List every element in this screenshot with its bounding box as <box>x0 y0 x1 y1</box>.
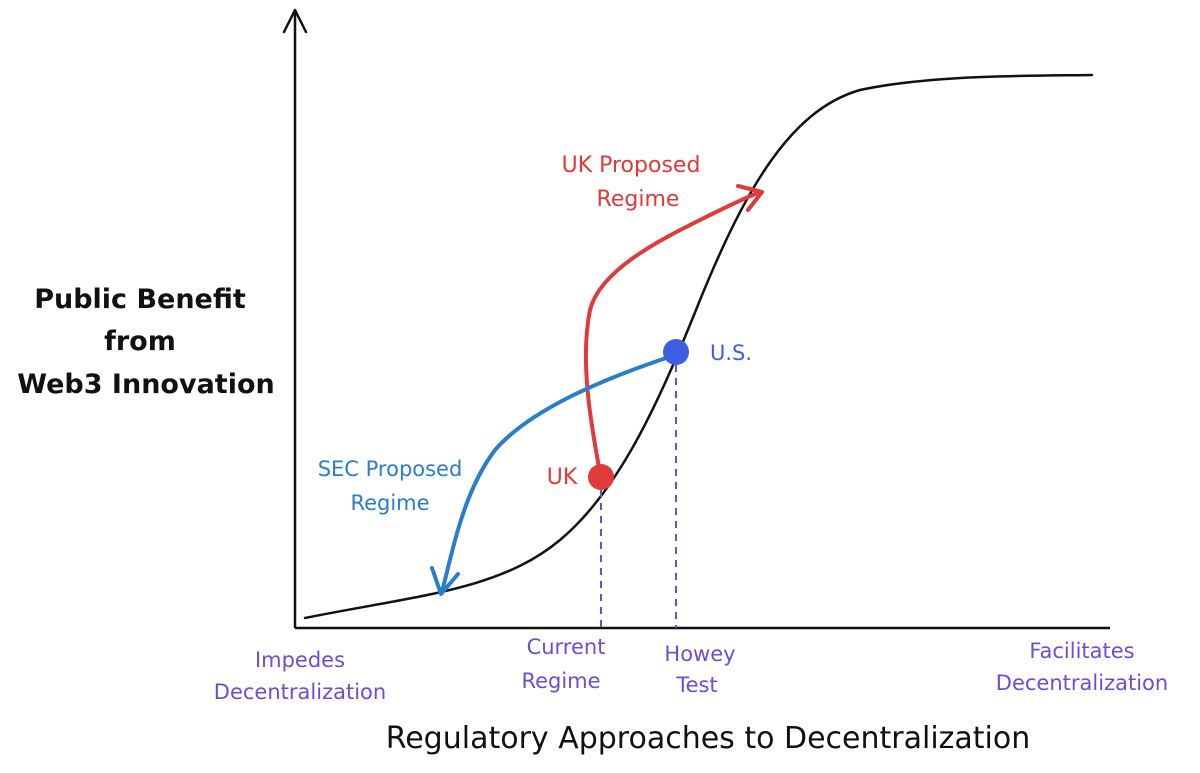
uk-proposed-label-line-1: UK Proposed <box>562 153 701 178</box>
us-marker-label: U.S. <box>710 341 752 365</box>
tick-current-line-1: Current <box>527 635 606 659</box>
x-axis-title: Regulatory Approaches to Decentralizatio… <box>386 721 1031 756</box>
tick-impedes-line-1: Impedes <box>255 648 345 672</box>
uk-marker <box>588 464 614 490</box>
y-axis-label-line-3: Web3 Innovation <box>17 369 274 400</box>
y-axis-arrowhead <box>282 8 308 34</box>
tick-howey-line-2: Test <box>675 673 717 697</box>
uk-proposed-label-line-2: Regime <box>597 187 680 212</box>
sec-proposed-arrow <box>440 354 674 594</box>
sec-proposed-arrowhead <box>430 566 460 596</box>
uk-proposed-arrow <box>583 190 762 480</box>
tick-impedes-line-2: Decentralization <box>214 680 386 704</box>
y-axis-label-line-1: Public Benefit <box>34 284 246 315</box>
us-marker <box>663 339 689 365</box>
sec-proposed-label-line-1: SEC Proposed <box>318 457 463 481</box>
tick-facilitates-line-1: Facilitates <box>1029 639 1134 663</box>
y-axis-label-line-2: from <box>104 326 176 357</box>
tick-current-line-2: Regime <box>521 669 600 693</box>
tick-howey-line-1: Howey <box>664 642 735 666</box>
uk-marker-label: UK <box>547 465 578 490</box>
tick-facilitates-line-2: Decentralization <box>996 671 1168 695</box>
sec-proposed-label-line-2: Regime <box>350 491 429 515</box>
benefit-curve <box>303 73 1094 620</box>
uk-proposed-arrowhead <box>736 184 764 212</box>
